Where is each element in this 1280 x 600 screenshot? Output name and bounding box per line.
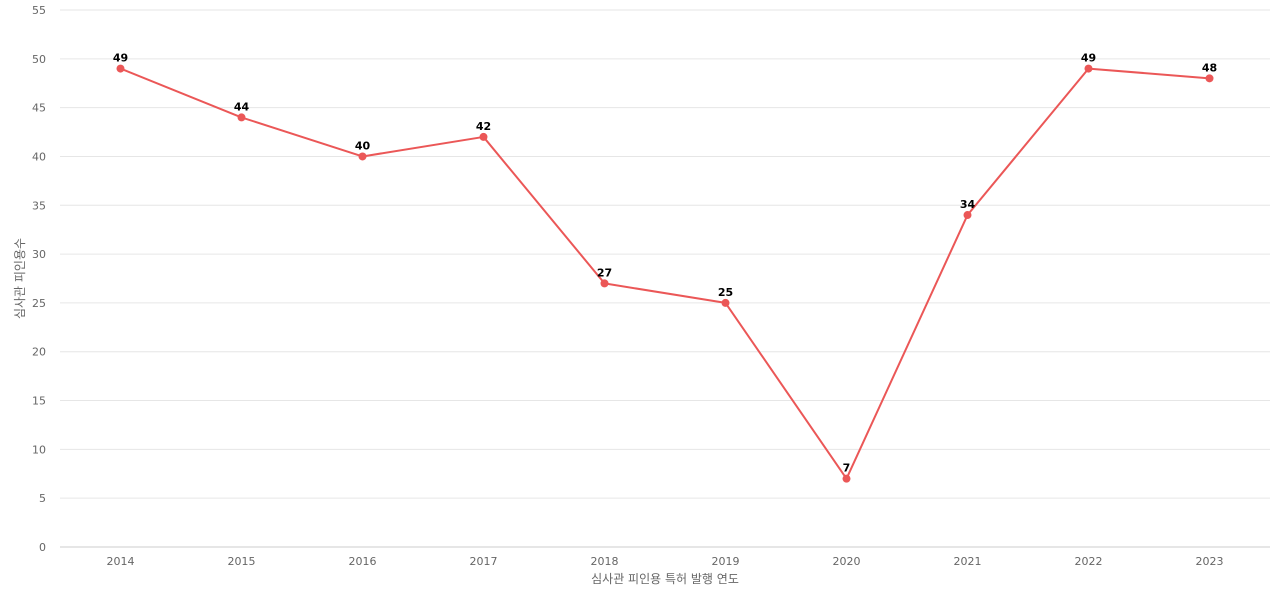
data-label: 25: [718, 286, 733, 299]
data-label: 27: [597, 266, 612, 279]
x-tick-label: 2023: [1196, 555, 1224, 568]
data-label: 34: [960, 198, 976, 211]
series-group: [116, 64, 1214, 483]
y-tick-label: 25: [32, 297, 46, 310]
series-line: [120, 67, 1210, 480]
x-tick-label: 2015: [228, 555, 256, 568]
data-point[interactable]: [116, 64, 125, 73]
data-point[interactable]: [1205, 74, 1214, 83]
x-tick-label: 2014: [107, 555, 135, 568]
data-label: 49: [113, 52, 128, 65]
y-axis-ticks: 0 5 10 15 20 25 30 35 40 45 50 55: [32, 4, 46, 554]
y-tick-label: 20: [32, 346, 46, 359]
x-tick-label: 2022: [1075, 555, 1103, 568]
y-tick-label: 55: [32, 4, 46, 17]
y-tick-label: 35: [32, 199, 46, 212]
data-point[interactable]: [842, 474, 851, 483]
data-point[interactable]: [1084, 64, 1093, 73]
y-tick-label: 45: [32, 102, 46, 115]
y-axis-title: 심사관 피인용수: [13, 238, 27, 319]
grid-lines: [60, 9, 1270, 499]
data-label: 48: [1202, 61, 1217, 74]
data-point[interactable]: [237, 113, 246, 122]
data-label: 44: [234, 100, 250, 113]
y-tick-label: 10: [32, 443, 46, 456]
y-tick-label: 15: [32, 395, 46, 408]
data-point[interactable]: [358, 152, 367, 161]
data-point[interactable]: [721, 298, 730, 307]
x-tick-label: 2020: [833, 555, 861, 568]
x-axis-ticks: 2014 2015 2016 2017 2018 2019 2020 2021 2022 2023: [107, 555, 1224, 568]
data-point[interactable]: [963, 211, 972, 220]
data-labels: 49 44 40 42 27 25 7 34 49 48: [113, 52, 1217, 475]
x-tick-label: 2016: [349, 555, 377, 568]
data-point[interactable]: [600, 279, 609, 288]
y-tick-label: 0: [39, 541, 46, 554]
data-label: 42: [476, 120, 491, 133]
y-tick-label: 50: [32, 53, 46, 66]
x-tick-label: 2018: [591, 555, 619, 568]
data-label: 49: [1081, 52, 1096, 65]
y-tick-label: 5: [39, 492, 46, 505]
data-label: 7: [843, 462, 851, 475]
data-label: 40: [355, 139, 371, 152]
y-tick-label: 30: [32, 248, 46, 261]
y-tick-label: 40: [32, 150, 46, 163]
data-point[interactable]: [479, 132, 488, 141]
x-tick-label: 2017: [470, 555, 498, 568]
x-axis-title: 심사관 피인용 특허 발행 연도: [591, 571, 739, 586]
x-tick-label: 2021: [954, 555, 982, 568]
x-tick-label: 2019: [712, 555, 740, 568]
